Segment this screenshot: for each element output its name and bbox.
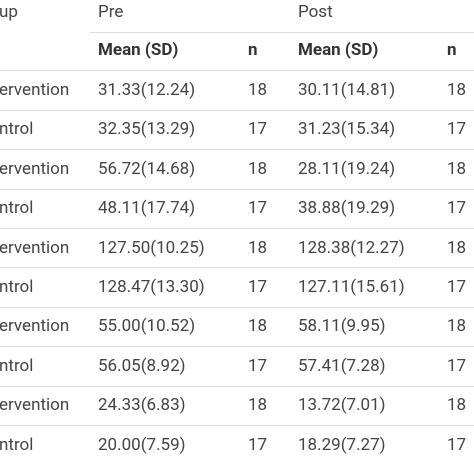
table-cell: 18 [248, 80, 268, 100]
table-cell: 17 [447, 119, 467, 140]
table-cell: n [248, 40, 258, 60]
table-cell: Post [298, 2, 333, 22]
table-cell: 17 [447, 355, 467, 376]
table-cell: ntrol [0, 119, 34, 140]
table-cell: 56.72(14.68) [98, 158, 196, 179]
row-divider [0, 386, 474, 387]
table-cell: ntrol [0, 355, 34, 376]
row-divider [0, 110, 474, 111]
table-cell: ntrol [0, 277, 34, 297]
table-cell: 18 [447, 158, 467, 179]
table-cell: 127.11(15.61) [298, 277, 405, 297]
table-cell: ervention [0, 395, 70, 416]
row-divider [0, 346, 474, 347]
table-cell: 56.05(8.92) [98, 355, 186, 376]
table-cell: 18 [248, 237, 268, 258]
table-cell: Pre [98, 2, 124, 22]
row-divider [0, 70, 474, 71]
row-divider [0, 149, 474, 150]
table-cell: Mean (SD) [298, 40, 379, 60]
table-cell: 17 [248, 355, 268, 376]
table-cell: 20.00(7.59) [98, 434, 186, 455]
table-cell: 17 [248, 434, 268, 455]
table-cell: 18 [447, 395, 467, 416]
table-cell: 18 [248, 316, 268, 337]
table-cell: 58.11(9.95) [298, 316, 386, 337]
row-divider [0, 228, 474, 229]
table-cell: Mean (SD) [98, 40, 179, 60]
table-cell: 18 [248, 158, 268, 179]
table-cell: 17 [248, 198, 268, 219]
table-cell: 17 [248, 277, 268, 297]
table-cell: ntrol [0, 198, 34, 219]
table-cell: ervention [0, 237, 70, 258]
table-cell: 13.72(7.01) [298, 395, 386, 416]
table-cell: 31.23(15.34) [298, 119, 396, 140]
table-cell: ervention [0, 158, 70, 179]
row-divider [0, 307, 474, 308]
table-cell: 18.29(7.27) [298, 434, 386, 455]
table-cell: 17 [447, 198, 467, 219]
table-cell: 17 [447, 277, 467, 297]
table-cell: 48.11(17.74) [98, 198, 196, 219]
row-divider [0, 189, 474, 190]
table-cell: 18 [447, 237, 467, 258]
row-divider [0, 267, 474, 268]
table-cell: 128.47(13.30) [98, 277, 205, 297]
table-cell: 30.11(14.81) [298, 80, 396, 100]
table-cell: 31.33(12.24) [98, 80, 196, 100]
table-cell: 17 [447, 434, 467, 455]
table-cell: 24.33(6.83) [98, 395, 186, 416]
table-cell: 32.35(13.29) [98, 119, 196, 140]
table-cell: ntrol [0, 434, 34, 455]
table-cell: 127.50(10.25) [98, 237, 205, 258]
table-cell: 55.00(10.52) [98, 316, 196, 337]
row-divider [90, 32, 474, 33]
table-cell: up [0, 2, 18, 22]
table-cell: 128.38(12.27) [298, 237, 405, 258]
table-cell: ervention [0, 316, 70, 337]
table-cell: 28.11(19.24) [298, 158, 396, 179]
table-cell: n [447, 40, 457, 60]
table-cell: 38.88(19.29) [298, 198, 396, 219]
table-cell: ervention [0, 80, 70, 100]
table-cell: 57.41(7.28) [298, 355, 386, 376]
table-cell: 18 [248, 395, 268, 416]
row-divider [0, 425, 474, 426]
table-cell: 17 [248, 119, 268, 140]
table-cell: 18 [447, 80, 467, 100]
table-cell: 18 [447, 316, 467, 337]
